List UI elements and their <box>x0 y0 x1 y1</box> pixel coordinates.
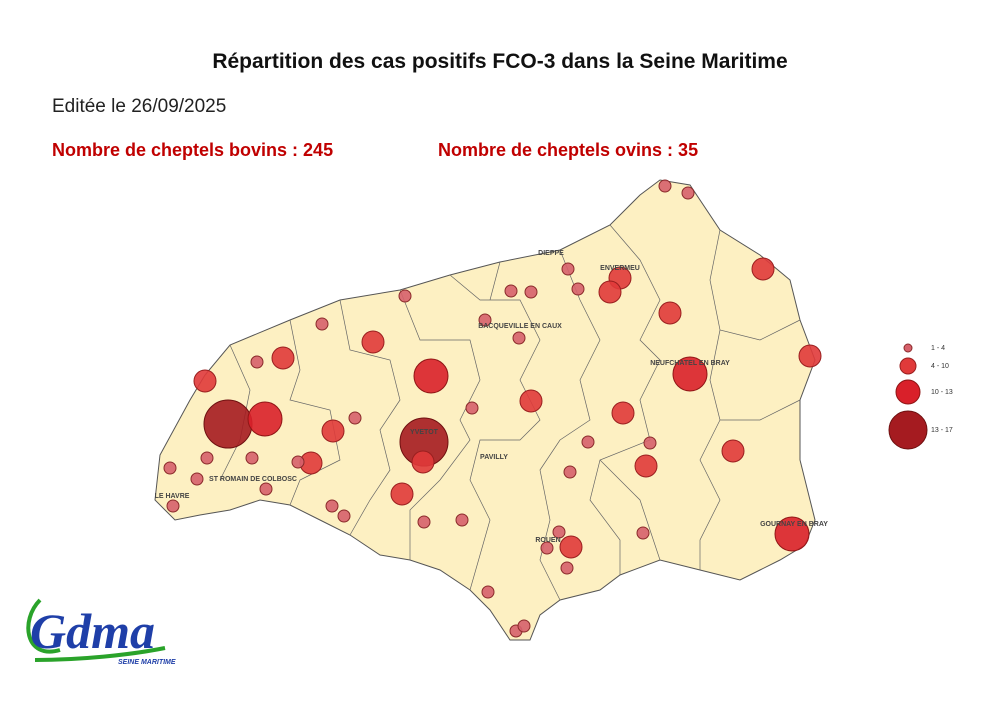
department-outline <box>154 179 816 641</box>
case-bubble <box>643 436 657 450</box>
case-bubble <box>325 499 339 513</box>
legend-symbol <box>888 410 928 450</box>
case-bubble <box>658 179 672 193</box>
place-label: NEUFCHATEL EN BRAY <box>650 360 730 367</box>
place-labels: DIEPPE ENVERMEU BACQUEVILLE EN CAUX NEUFCHA… <box>155 250 829 544</box>
case-bubble <box>672 356 708 392</box>
case-bubble <box>455 513 469 527</box>
case-bubble <box>417 515 431 529</box>
case-bubble <box>504 284 518 298</box>
logo: Gdma SEINE MARITIME <box>26 598 176 666</box>
legend-symbol <box>899 357 917 375</box>
case-bubble <box>634 454 658 478</box>
case-bubble <box>321 419 345 443</box>
case-bubble <box>166 499 180 513</box>
case-bubble <box>519 389 543 413</box>
cases-bubbles <box>163 179 822 638</box>
edition-date: Editée le 26/09/2025 <box>52 96 226 117</box>
case-bubble <box>250 355 264 369</box>
title: Répartition des cas positifs FCO-3 dans … <box>212 50 787 73</box>
logo-region: SEINE MARITIME <box>118 659 176 666</box>
place-label: ROUEN <box>535 537 560 544</box>
case-bubble <box>598 280 622 304</box>
case-bubble <box>413 358 449 394</box>
case-bubble <box>581 435 595 449</box>
place-label: BACQUEVILLE EN CAUX <box>478 323 562 330</box>
case-bubble <box>798 344 822 368</box>
case-bubble <box>540 541 554 555</box>
case-bubble <box>398 289 412 303</box>
case-bubble <box>315 317 329 331</box>
case-bubble <box>512 331 526 345</box>
case-bubble <box>291 455 305 469</box>
case-bubble <box>465 401 479 415</box>
case-bubble <box>721 439 745 463</box>
case-bubble <box>200 451 214 465</box>
legend-label: 13 - 17 <box>931 427 953 434</box>
case-bubble <box>163 461 177 475</box>
legend-label: 4 - 10 <box>931 363 949 370</box>
legend: 1 - 4 4 - 10 10 - 13 13 - 17 <box>888 343 953 450</box>
logo-swoosh <box>26 598 166 662</box>
case-bubble <box>193 369 217 393</box>
legend-label: 1 - 4 <box>931 345 945 352</box>
place-label: DIEPPE <box>538 250 564 257</box>
case-bubble <box>751 257 775 281</box>
case-bubble <box>348 411 362 425</box>
case-bubble <box>271 346 295 370</box>
case-bubble <box>247 401 283 437</box>
case-bubble <box>658 301 682 325</box>
legend-label: 10 - 13 <box>931 389 953 396</box>
place-label: LE HAVRE <box>155 493 190 500</box>
case-bubble <box>559 535 583 559</box>
place-label: ST ROMAIN DE COLBOSC <box>209 476 297 483</box>
case-bubble <box>611 401 635 425</box>
case-bubble <box>524 285 538 299</box>
case-bubble <box>361 330 385 354</box>
case-bubble <box>411 450 435 474</box>
case-bubble <box>259 482 273 496</box>
case-bubble <box>390 482 414 506</box>
case-bubble <box>563 465 577 479</box>
case-bubble <box>571 282 585 296</box>
case-bubble <box>203 399 253 449</box>
case-bubble <box>481 585 495 599</box>
stat-ovins: Nombre de cheptels ovins : 35 <box>438 140 698 160</box>
place-label: ENVERMEU <box>600 265 640 272</box>
place-label: YVETOT <box>410 429 439 436</box>
case-bubble <box>190 472 204 486</box>
case-bubble <box>774 516 810 552</box>
case-bubble <box>517 619 531 633</box>
case-bubble <box>681 186 695 200</box>
stat-bovins: Nombre de cheptels bovins : 245 <box>52 140 333 160</box>
case-bubble <box>245 451 259 465</box>
case-bubble <box>636 526 650 540</box>
legend-symbol <box>895 379 921 405</box>
place-label: PAVILLY <box>480 454 508 461</box>
logo-name: Gdma <box>30 603 155 659</box>
case-bubble <box>560 561 574 575</box>
case-bubble <box>478 313 492 327</box>
case-bubble <box>561 262 575 276</box>
place-label: GOURNAY EN BRAY <box>760 521 828 528</box>
legend-symbol <box>903 343 913 353</box>
case-bubble <box>552 525 566 539</box>
case-bubble <box>337 509 351 523</box>
